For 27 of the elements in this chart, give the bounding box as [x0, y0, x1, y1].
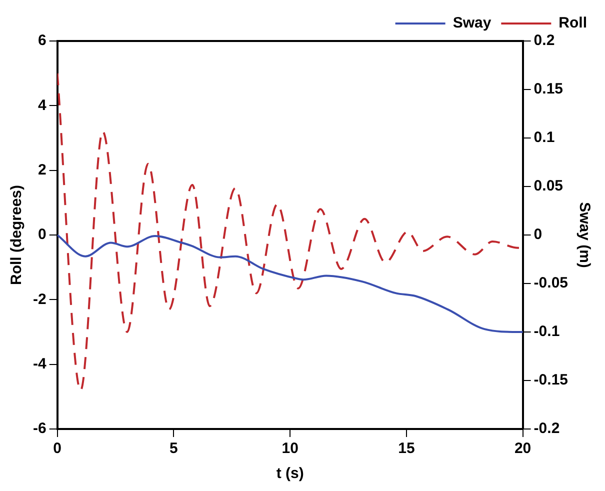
y2-tick-label: 0.2 — [534, 32, 555, 50]
legend-label: Roll — [558, 14, 588, 32]
x-tick-label: 20 — [514, 440, 532, 458]
x-tick-label: 15 — [398, 440, 415, 458]
y2-tick-label: -0.2 — [534, 420, 560, 438]
y-tick-label: 4 — [38, 96, 47, 114]
y-tick-label: -6 — [32, 420, 46, 438]
line-series — [57, 234, 523, 333]
y2-tick-label: 0.15 — [534, 80, 564, 98]
y-tick-label: 6 — [38, 32, 46, 50]
y-axis-title: Roll (degrees) — [8, 184, 26, 286]
y2-tick-label: 0.1 — [534, 129, 555, 146]
y2-axis-title: Sway (m) — [576, 202, 593, 268]
x-axis-title: t (s) — [276, 465, 304, 482]
y2-tick-label: 0 — [534, 226, 542, 244]
y2-tick-label: -0.15 — [534, 372, 568, 389]
y2-tick-label: -0.05 — [534, 274, 568, 292]
legend-label: Sway — [452, 14, 492, 32]
y2-tick-label: -0.1 — [534, 323, 560, 340]
x-tick-label: 5 — [170, 440, 178, 458]
y-tick-label: 0 — [38, 226, 46, 244]
y-tick-label: 2 — [38, 161, 46, 178]
x-tick-label: 10 — [282, 440, 298, 458]
y2-tick-label: 0.05 — [534, 178, 564, 195]
x-tick-label: 0 — [53, 440, 62, 458]
y-tick-label: -2 — [32, 290, 46, 308]
y-tick-label: -4 — [32, 355, 47, 372]
